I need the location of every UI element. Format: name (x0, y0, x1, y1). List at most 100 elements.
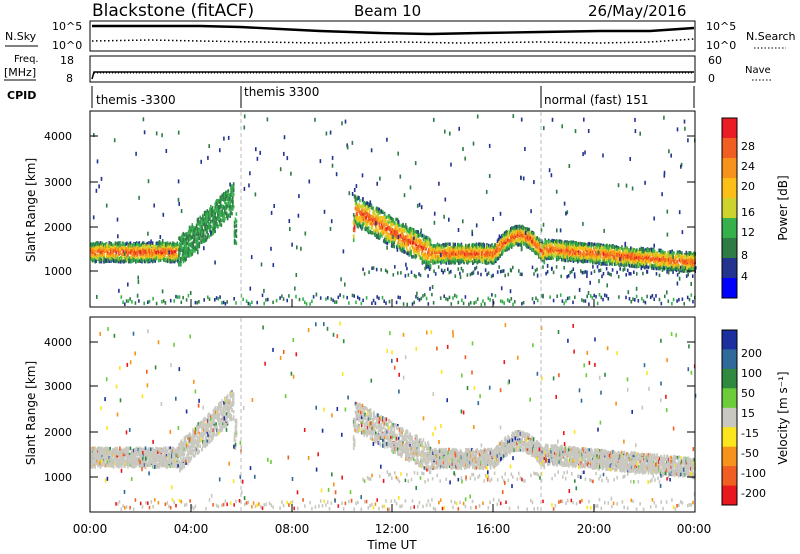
echo-cell (567, 258, 569, 263)
echo-cell (226, 190, 229, 195)
echo-cell (390, 220, 392, 224)
echo-cell (221, 193, 224, 197)
echo-cell (376, 212, 379, 216)
echo-cell (518, 237, 521, 241)
echo-cell (190, 235, 193, 240)
echo-cell (564, 240, 567, 244)
echo-cell (114, 247, 117, 252)
echo-cell (204, 215, 207, 220)
echo-cell (187, 238, 190, 242)
echo-cell (377, 219, 380, 223)
echo-cell (232, 192, 235, 197)
echo-cell (406, 249, 409, 253)
echo-cell (487, 253, 490, 258)
echo-cell (174, 246, 177, 250)
echo-cell (427, 237, 429, 241)
echo-cell (212, 228, 215, 232)
echo-cell (375, 233, 377, 238)
echo-cell (459, 246, 462, 251)
echo-cell (95, 246, 97, 250)
echo-cell (528, 239, 531, 243)
echo-cell (229, 202, 231, 207)
echo-cell (195, 247, 198, 252)
echo-cell (114, 242, 117, 246)
echo-cell (126, 247, 128, 251)
echo-cell (217, 218, 220, 223)
echo-cell (569, 251, 571, 255)
echo-cell (212, 210, 215, 214)
echo-cell (434, 250, 436, 254)
echo-cell (558, 251, 561, 255)
echo-cell (547, 241, 549, 246)
echo-cell (165, 245, 168, 250)
echo-cell (90, 248, 92, 252)
echo-cell (564, 252, 567, 256)
echo-cell (175, 256, 178, 260)
echo-cell (476, 261, 478, 265)
echo-cell (578, 246, 581, 251)
echo-cell (226, 216, 229, 220)
echo-cell (213, 227, 216, 231)
echo-cell (444, 251, 447, 255)
echo-cell (442, 245, 445, 249)
echo-cell (518, 232, 521, 236)
echo-cell (409, 226, 411, 231)
echo-cell (405, 225, 407, 230)
echo-cell (108, 259, 111, 263)
echo-cell (519, 229, 522, 234)
echo-cell (487, 258, 489, 263)
echo-cell (497, 256, 500, 260)
echo-cell (358, 196, 360, 200)
echo-cell (179, 247, 181, 251)
echo-cell (513, 241, 516, 246)
echo-cell (155, 257, 157, 261)
echo-cell (555, 243, 557, 247)
echo-cell (201, 227, 203, 231)
echo-cell (450, 261, 453, 265)
echo-cell (379, 225, 381, 230)
echo-cell (387, 237, 389, 241)
echo-cell (488, 252, 491, 256)
echo-cell (504, 240, 507, 245)
echo-cell (214, 229, 216, 234)
echo-cell (172, 249, 175, 254)
echo-cell (592, 257, 595, 261)
echo-cell (418, 239, 420, 243)
echo-cell (169, 259, 171, 263)
echo-cell (555, 248, 558, 252)
echo-cell (533, 250, 536, 254)
echo-cell (528, 233, 531, 237)
echo-cell (442, 260, 444, 264)
echo-cell (440, 256, 442, 260)
echo-cell (410, 235, 412, 240)
echo-cell (440, 248, 442, 252)
echo-cell (398, 244, 401, 249)
echo-cell (517, 242, 520, 247)
echo-cell (164, 253, 166, 258)
echo-cell (443, 244, 446, 248)
echo-cell (142, 256, 145, 260)
echo-cell (174, 253, 177, 257)
echo-cell (562, 247, 565, 251)
echo-cell (169, 247, 171, 251)
echo-cell (427, 256, 429, 260)
echo-cell (113, 246, 116, 250)
echo-cell (501, 236, 503, 240)
echo-cell (507, 235, 509, 239)
echo-cell (139, 249, 141, 254)
echo-cell (595, 260, 598, 265)
echo-cell (410, 231, 412, 235)
echo-cell (549, 256, 552, 260)
echo-cell (183, 257, 186, 261)
echo-cell (383, 222, 386, 227)
echo-cell (494, 245, 496, 250)
echo-cell (544, 252, 546, 256)
echo-cell (483, 257, 486, 261)
echo-cell (388, 217, 390, 222)
echo-cell (198, 227, 201, 232)
echo-cell (171, 243, 173, 247)
echo-cell (434, 260, 436, 265)
echo-cell (93, 242, 96, 247)
echo-cell (556, 252, 559, 256)
echo-cell (467, 252, 470, 256)
